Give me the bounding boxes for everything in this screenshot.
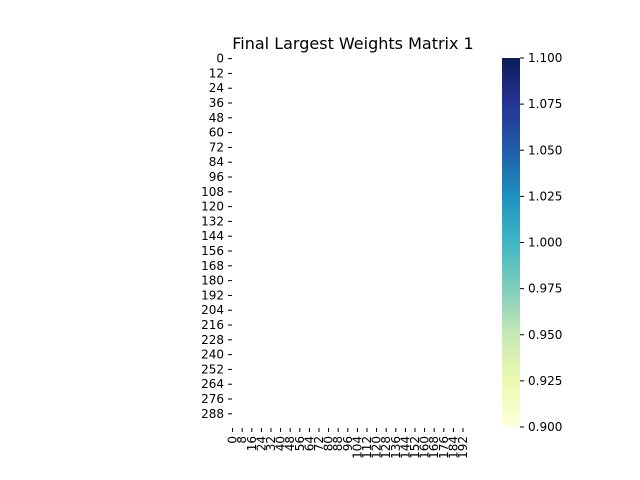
x-tick-label: 56	[293, 436, 307, 451]
y-tick-label: 276	[201, 392, 224, 406]
y-tick-label: 120	[201, 200, 224, 214]
x-tick-label: 176	[437, 436, 451, 459]
y-tick-label: 180	[201, 274, 224, 288]
x-tick-label: 120	[370, 436, 384, 459]
colorbar-tick-label: 0.900	[528, 420, 562, 434]
colorbar-tick-label: 0.975	[528, 282, 562, 296]
y-tick-label: 204	[201, 303, 224, 317]
x-tick-label: 184	[446, 436, 460, 459]
colorbar-tick-label: 1.025	[528, 189, 562, 203]
colorbar-tick-label: 1.050	[528, 143, 562, 157]
y-tick-label: 252	[201, 362, 224, 376]
y-tick-label: 156	[201, 244, 224, 258]
x-tick-label: 0	[226, 436, 240, 444]
x-tick-label: 24	[254, 436, 268, 451]
y-tick-label: 168	[201, 259, 224, 273]
x-tick-label: 48	[283, 436, 297, 451]
x-tick-label: 152	[408, 436, 422, 459]
x-tick-label: 40	[274, 436, 288, 451]
colorbar-axis: 0.900 0.925 0.950 0.975 1.000 1.025 1.050 1.075…	[520, 51, 562, 434]
colorbar	[502, 58, 520, 427]
y-tick-label: 216	[201, 318, 224, 332]
x-tick-label: 16	[245, 436, 259, 451]
y-tick-label: 144	[201, 229, 224, 243]
colorbar-tick-label: 0.950	[528, 328, 562, 342]
x-tick-label: 72	[312, 436, 326, 451]
y-tick-label: 108	[201, 185, 224, 199]
x-axis: 0816243240485664728088961041121201281361…	[226, 428, 470, 459]
y-axis: 0122436486072849610812013214415616818019…	[201, 52, 232, 421]
x-tick-label: 112	[360, 436, 374, 459]
x-tick-label: 88	[331, 436, 345, 451]
y-tick-label: 60	[209, 126, 224, 140]
y-tick-label: 48	[209, 111, 224, 125]
y-tick-label: 24	[209, 81, 224, 95]
y-tick-label: 288	[201, 407, 224, 421]
y-tick-label: 228	[201, 333, 224, 347]
x-tick-label: 104	[350, 436, 364, 459]
y-tick-label: 240	[201, 348, 224, 362]
x-tick-label: 64	[302, 436, 316, 451]
x-tick-label: 168	[427, 436, 441, 459]
colorbar-tick-label: 1.075	[528, 97, 562, 111]
x-tick-label: 8	[235, 436, 249, 444]
y-tick-label: 84	[209, 155, 224, 169]
y-tick-label: 96	[209, 170, 224, 184]
colorbar-tick-label: 0.925	[528, 374, 562, 388]
x-tick-label: 160	[418, 436, 432, 459]
x-tick-label: 32	[264, 436, 278, 451]
colorbar-tick-label: 1.100	[528, 51, 562, 65]
y-tick-label: 0	[216, 52, 224, 66]
heatmap-area	[232, 58, 472, 428]
y-tick-label: 36	[209, 96, 224, 110]
x-tick-label: 80	[322, 436, 336, 451]
x-tick-label: 136	[389, 436, 403, 459]
y-tick-label: 72	[209, 140, 224, 154]
chart-title: Final Largest Weights Matrix 1	[232, 34, 473, 53]
y-tick-label: 264	[201, 377, 224, 391]
x-tick-label: 96	[341, 436, 355, 451]
y-tick-label: 192	[201, 288, 224, 302]
colorbar-tick-label: 1.000	[528, 236, 562, 250]
y-tick-label: 12	[209, 66, 224, 80]
x-tick-label: 192	[456, 436, 470, 459]
x-tick-label: 128	[379, 436, 393, 459]
x-tick-label: 144	[398, 436, 412, 459]
y-tick-label: 132	[201, 214, 224, 228]
